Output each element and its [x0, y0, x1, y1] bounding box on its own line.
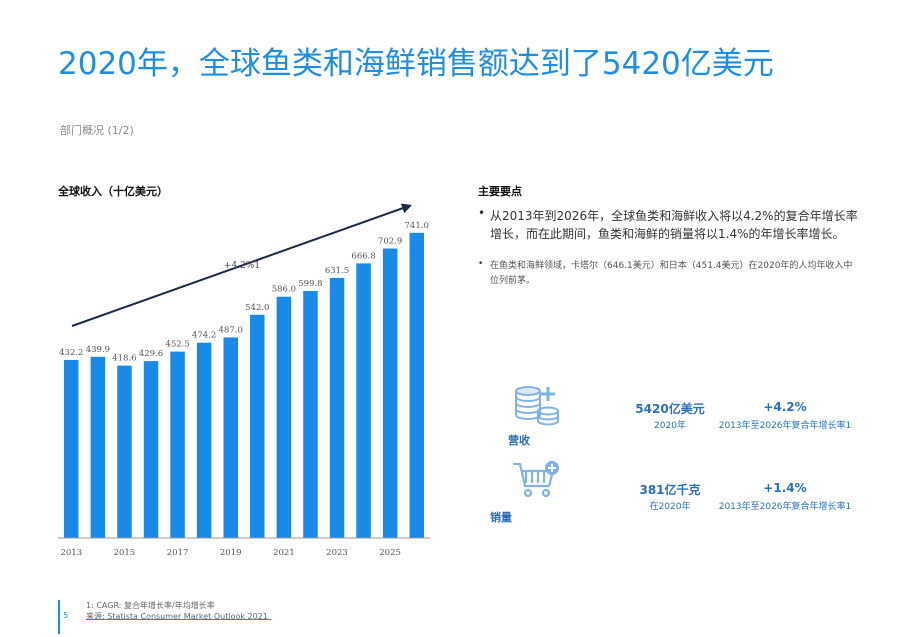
bar-value-label: 702.9 — [378, 237, 402, 247]
bar-value-label: 432.2 — [59, 348, 83, 358]
volume-growth-value: +1.4% — [763, 481, 807, 495]
bar-value-label: 599.8 — [298, 279, 322, 289]
bullet-2: • — [478, 259, 484, 269]
bar-2017 — [170, 351, 185, 538]
volume-growth-caption: 2013年至2026年复合年增长率1 — [718, 502, 852, 512]
x-tick-label: 2017 — [167, 548, 189, 558]
cagr-trend-arrow — [71, 206, 407, 327]
source-underline — [86, 619, 271, 620]
bar-2018 — [196, 342, 212, 538]
bar-2014 — [90, 356, 106, 538]
bar-value-label: 487.0 — [219, 325, 243, 335]
arrow-head — [400, 203, 412, 214]
bar-value-label: 474.2 — [192, 331, 216, 341]
x-tick-label: 2019 — [220, 548, 242, 558]
key-point-2: • 在鱼类和海鲜领域，卡塔尔（646.1美元）和日本（451.4美元）在2020… — [478, 259, 858, 289]
bar-2025 — [382, 248, 398, 538]
x-tick-label: 2023 — [326, 548, 348, 558]
revenue-kpi-label: 营收 — [508, 434, 530, 447]
revenue-growth-value: +4.2% — [763, 400, 807, 414]
bar-2013 — [64, 360, 79, 538]
revenue-kpi-year: 2020年 — [654, 421, 686, 431]
footnote: 1: CAGR: 复合年增长率/年均增长率 来源: Statista Consu… — [86, 600, 268, 622]
volume-kpi-label: 销量 — [490, 511, 512, 524]
bar-value-label: 631.5 — [325, 266, 349, 276]
volume-kpi-value: 381亿千克 — [639, 483, 701, 497]
bar-2026 — [409, 232, 424, 539]
source-note: 来源: Statista Consumer Market Outlook 202… — [86, 612, 268, 621]
cagr-annotation: +4.2%1 — [224, 261, 260, 271]
bar-value-label: 666.8 — [351, 251, 375, 261]
bar-value-label: 429.6 — [139, 349, 163, 359]
bar-2015 — [117, 365, 132, 538]
bar-value-label: 542.0 — [245, 303, 269, 313]
x-tick-label: 2025 — [379, 548, 401, 558]
bar-2023 — [329, 277, 345, 538]
page-marker — [58, 600, 60, 634]
key-point-2-text: 在鱼类和海鲜领域，卡塔尔（646.1美元）和日本（451.4美元）在2020年的… — [490, 261, 853, 286]
bullet-1: • — [478, 206, 486, 220]
bar-2021 — [276, 296, 292, 538]
bar-value-label: 452.5 — [165, 340, 189, 350]
x-tick-label: 2021 — [273, 548, 295, 558]
bar-2024 — [356, 263, 371, 538]
bar-value-label: 439.9 — [86, 345, 110, 355]
bar-2019 — [223, 337, 238, 538]
bar-2016 — [143, 361, 159, 538]
bar-value-label: 741.0 — [405, 221, 429, 231]
revenue-growth-caption: 2013年至2026年复合年增长率1 — [718, 421, 852, 431]
volume-kpi-year: 在2020年 — [649, 502, 691, 512]
revenue-kpi-value: 5420亿美元 — [635, 402, 705, 416]
x-tick-label: 2013 — [60, 548, 82, 558]
bar-value-label: 418.6 — [112, 354, 136, 364]
key-point-1: • 从2013年到2026年，全球鱼类和海鲜收入将以4.2%的复合年增长率增长，… — [478, 206, 858, 243]
page-title: 2020年，全球鱼类和海鲜销售额达到了5420亿美元 — [58, 46, 774, 82]
bar-2020 — [250, 314, 265, 538]
cagr-footnote: 1: CAGR: 复合年增长率/年均增长率 — [86, 601, 215, 610]
key-points-title: 主要要点 — [478, 185, 522, 198]
x-tick-label: 2015 — [114, 548, 136, 558]
cart-plus-icon — [512, 461, 559, 498]
key-point-1-text: 从2013年到2026年，全球鱼类和海鲜收入将以4.2%的复合年增长率增长，而在… — [490, 209, 858, 241]
page-subtitle: 部门概况 (1/2) — [60, 124, 134, 137]
bar-value-label: 586.0 — [272, 285, 296, 295]
bar-2022 — [303, 291, 318, 538]
page-number: 5 — [63, 611, 69, 620]
chart-title: 全球收入（十亿美元） — [58, 185, 168, 198]
coins-plus-icon — [515, 386, 559, 426]
